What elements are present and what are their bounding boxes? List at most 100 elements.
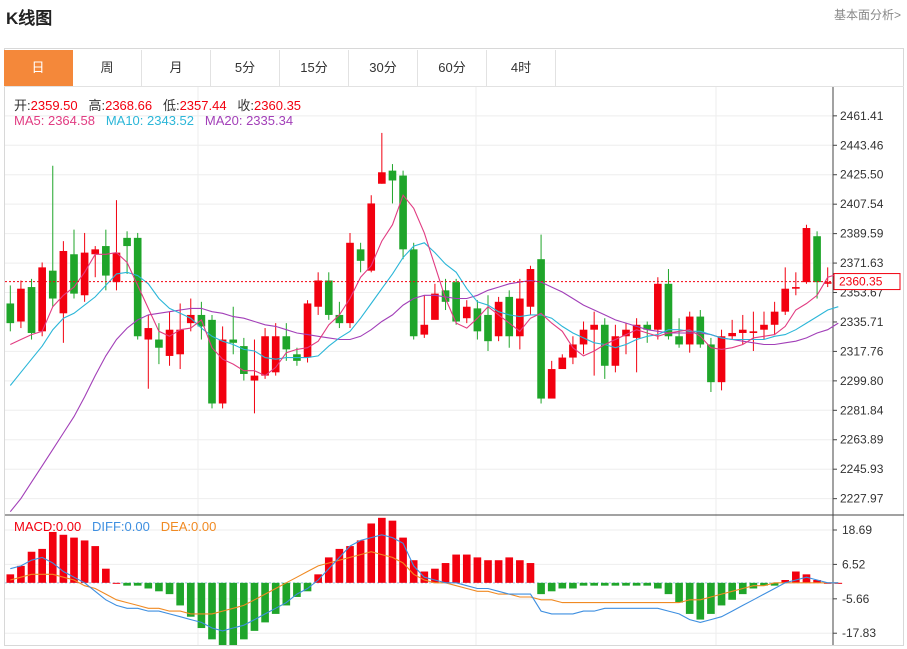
candle-body — [685, 316, 694, 345]
candle-body — [218, 339, 227, 404]
macd-tick-label: 6.52 — [842, 557, 866, 571]
ma10-label: MA10: — [105, 113, 144, 128]
candle-body — [324, 280, 333, 315]
price-tick-label: 2389.59 — [840, 227, 884, 241]
price-tick-label: 2317.76 — [840, 344, 884, 358]
candle-down — [48, 165, 57, 307]
macd-bar-up — [324, 557, 333, 583]
tabs-divider — [4, 86, 904, 87]
macd-bar-down — [293, 582, 301, 597]
macd-bar-down — [144, 582, 153, 589]
candle-down — [123, 231, 131, 274]
candle-body — [367, 203, 376, 271]
candle-body — [240, 346, 248, 374]
price-tick-label: 2371.63 — [840, 256, 884, 270]
tab-day[interactable]: 日 — [4, 50, 73, 86]
candle-body — [664, 283, 673, 337]
candle-body — [696, 316, 705, 345]
candle-body — [494, 301, 503, 337]
candle-body — [802, 228, 811, 283]
price-tick-label: 2281.84 — [840, 403, 884, 417]
tab-5min[interactable]: 5分 — [211, 50, 280, 86]
candle-up — [165, 311, 174, 366]
macd-bar-down — [600, 582, 609, 586]
candle-up — [558, 354, 567, 370]
candle-up — [261, 328, 269, 379]
tab-month[interactable]: 月 — [142, 50, 211, 86]
macd-bar-up — [399, 537, 407, 583]
candle-up — [250, 339, 259, 414]
candle-down — [229, 306, 238, 355]
candle-body — [176, 329, 184, 355]
macd-tick-label: 18.69 — [842, 523, 872, 537]
candle-body — [632, 324, 641, 338]
macd-bar-down — [632, 582, 641, 586]
macd-bar-down — [770, 582, 779, 586]
macd-bar-up — [59, 534, 68, 583]
candle-body — [431, 293, 439, 320]
candle-down — [473, 300, 482, 340]
candle-up — [420, 295, 429, 338]
macd-bar-up — [431, 568, 439, 583]
dea-label: DEA: — [160, 519, 192, 534]
price-tick-label: 2407.54 — [840, 197, 884, 211]
macd-bar-down — [176, 582, 184, 606]
candle-up — [685, 311, 694, 353]
candle-body — [6, 303, 15, 324]
macd-bar-down — [123, 582, 131, 586]
candle-down — [388, 164, 397, 204]
candle-down — [6, 285, 15, 332]
candle-body — [654, 283, 662, 330]
tab-60min[interactable]: 60分 — [418, 50, 487, 86]
candle-body — [38, 267, 46, 332]
candle-up — [569, 336, 577, 365]
candle-down — [643, 321, 652, 343]
candle-body — [462, 306, 471, 319]
candle-body — [123, 237, 131, 247]
ma20-label: MA20: — [204, 113, 243, 128]
candle-up — [186, 298, 195, 332]
candle-body — [271, 336, 280, 373]
candle-down — [155, 323, 163, 365]
price-tick-label: 2263.89 — [840, 433, 884, 447]
chart-panel — [4, 48, 904, 646]
candle-down — [813, 231, 821, 299]
candle-up — [314, 272, 322, 315]
price-tick-label: 2335.71 — [840, 315, 884, 329]
candle-body — [760, 324, 768, 330]
tab-30min[interactable]: 30分 — [349, 50, 418, 86]
macd-bar-up — [388, 520, 397, 583]
candle-body — [813, 236, 821, 283]
candle-body — [569, 344, 577, 358]
macd-bar-down — [261, 582, 269, 623]
price-tick-label: 2227.97 — [840, 492, 884, 506]
macd-bar-down — [282, 582, 291, 606]
candle-body — [452, 282, 460, 322]
macd-tick-label: -17.83 — [842, 626, 876, 640]
tab-4hour[interactable]: 4时 — [487, 50, 556, 86]
macd-bar-up — [409, 560, 418, 583]
candle-body — [112, 252, 121, 283]
candle-body — [473, 308, 482, 332]
candle-up — [547, 360, 556, 399]
candle-body — [208, 319, 216, 404]
fundamental-analysis-link[interactable]: 基本面分析> — [833, 8, 901, 22]
tab-week[interactable]: 周 — [73, 50, 142, 86]
macd-bar-down — [569, 582, 577, 589]
candle-body — [558, 357, 567, 370]
candle-body — [579, 329, 588, 345]
low-value: 2357.44 — [179, 98, 227, 113]
macd-bar-down — [547, 582, 556, 592]
candle-body — [80, 252, 89, 296]
candle-down — [441, 278, 450, 311]
candle-up — [622, 323, 630, 355]
candle-up — [80, 232, 89, 302]
high-value: 2368.66 — [105, 98, 153, 113]
macd-bar-up — [505, 557, 514, 583]
macd-bar-down — [250, 582, 259, 631]
candle-body — [335, 314, 344, 324]
candle-up — [728, 319, 736, 340]
candle-up — [462, 300, 471, 324]
tab-15min[interactable]: 15分 — [280, 50, 349, 86]
